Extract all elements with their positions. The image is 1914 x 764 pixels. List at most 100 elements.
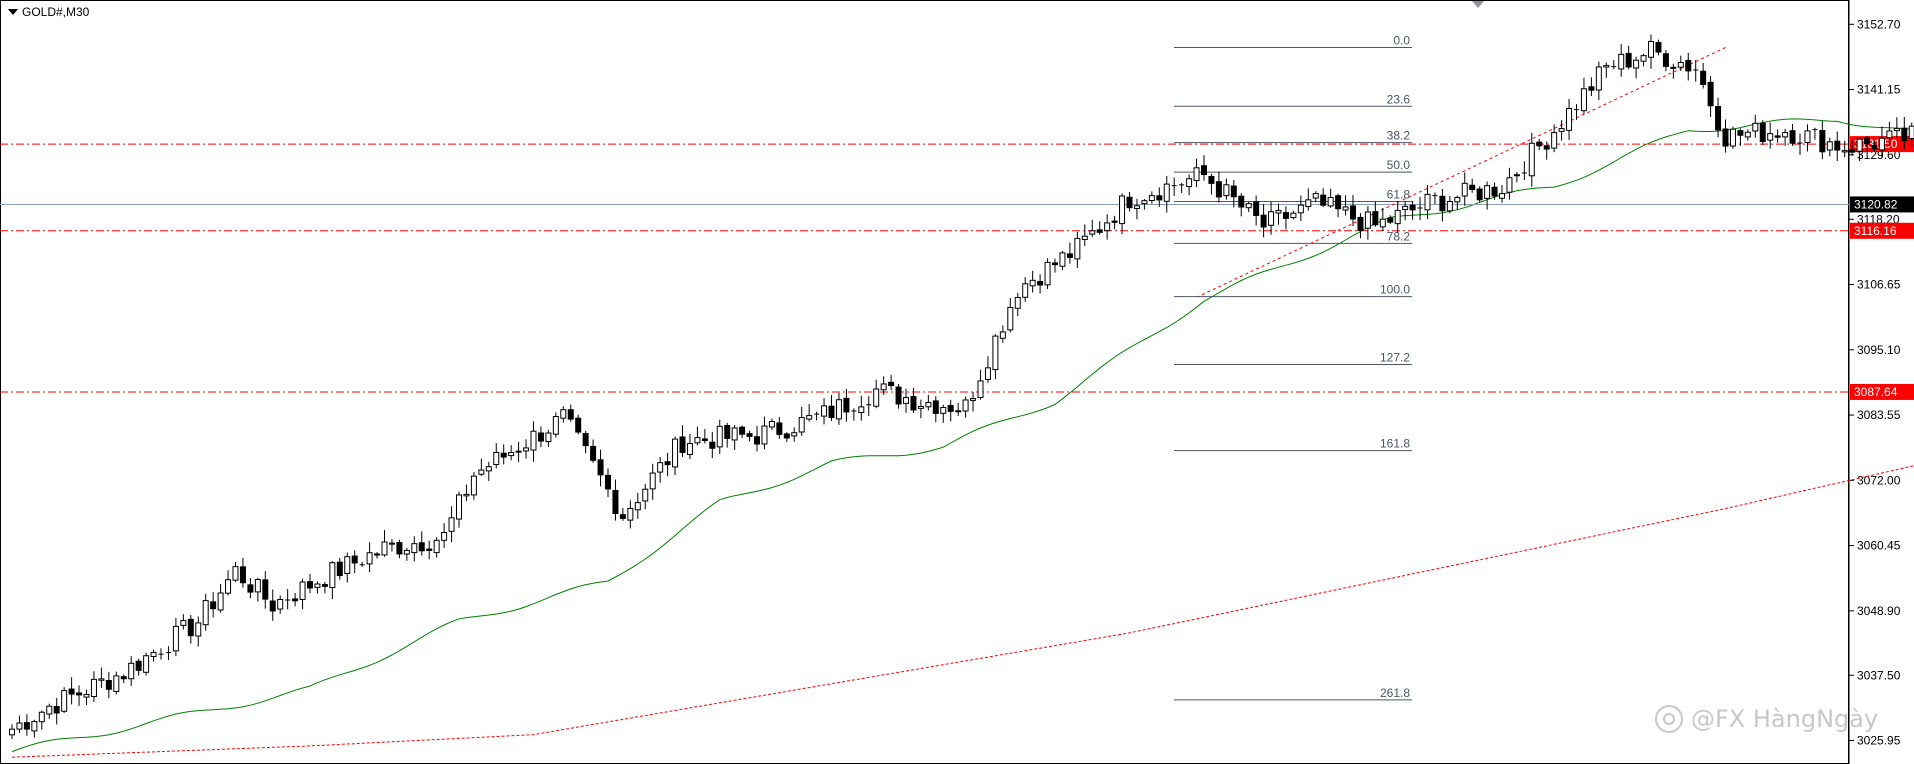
candle-up-body bbox=[31, 720, 38, 732]
fibonacci-level-label: 261.8 bbox=[1380, 686, 1410, 700]
candle-down-body bbox=[567, 409, 574, 420]
candle-down-body bbox=[910, 396, 917, 411]
candle-up-body bbox=[672, 438, 679, 468]
candle bbox=[1782, 128, 1789, 146]
watermark: @FX HàngNgày bbox=[1655, 705, 1878, 733]
candle-up-body bbox=[925, 401, 932, 408]
candle bbox=[396, 539, 403, 559]
candle bbox=[254, 577, 261, 602]
watermark-logo-icon bbox=[1655, 705, 1683, 733]
candle-down-body bbox=[500, 452, 507, 458]
candle bbox=[783, 432, 790, 442]
fibonacci-level-label: 100.0 bbox=[1380, 283, 1410, 297]
candle bbox=[225, 570, 232, 596]
candle-up-body bbox=[1551, 132, 1558, 149]
candle bbox=[299, 578, 306, 610]
candle-up-body bbox=[463, 493, 470, 497]
candle bbox=[1409, 200, 1416, 220]
candle bbox=[1275, 203, 1282, 225]
candle-up-body bbox=[1364, 211, 1371, 229]
dashed-moving-average-line bbox=[11, 465, 1914, 758]
candle-up-body bbox=[1499, 193, 1505, 199]
candle bbox=[992, 334, 999, 380]
symbol-label[interactable]: GOLD#,M30 bbox=[8, 5, 89, 19]
candle-down-body bbox=[575, 417, 582, 433]
candle-up-body bbox=[1297, 204, 1304, 214]
candle bbox=[917, 399, 924, 419]
candle-up-body bbox=[470, 475, 477, 496]
candle-down-body bbox=[1543, 145, 1550, 150]
candle-down-body bbox=[262, 579, 269, 600]
candle-up-body bbox=[456, 494, 462, 520]
y-tick-label: 3152.70 bbox=[1857, 17, 1901, 31]
candle bbox=[1029, 270, 1036, 293]
candle-up-body bbox=[411, 543, 418, 554]
candle bbox=[262, 571, 269, 609]
candle-up-body bbox=[1566, 107, 1573, 131]
candle-up-body bbox=[634, 502, 641, 511]
chevron-down-icon[interactable] bbox=[8, 9, 18, 15]
candle bbox=[1379, 207, 1386, 232]
candle bbox=[1350, 194, 1356, 227]
candle bbox=[1662, 50, 1669, 72]
candle bbox=[873, 379, 880, 409]
candle-up-body bbox=[1163, 183, 1170, 202]
candle-down-body bbox=[1469, 184, 1476, 190]
candle-down-body bbox=[754, 436, 760, 445]
price-level-label: 3087.64 bbox=[1854, 385, 1898, 399]
candle bbox=[277, 595, 284, 614]
candle bbox=[448, 506, 455, 543]
candle-down-body bbox=[1662, 53, 1669, 67]
candle bbox=[1104, 214, 1111, 240]
candle-down-body bbox=[1156, 195, 1163, 201]
candle-up-body bbox=[1044, 261, 1051, 286]
candle bbox=[642, 483, 649, 510]
candle-down-body bbox=[1208, 175, 1215, 184]
candle-down-body bbox=[1260, 214, 1267, 228]
price-level-box bbox=[1850, 222, 1914, 239]
candle-up-body bbox=[1119, 195, 1126, 225]
candle bbox=[776, 417, 783, 439]
candle bbox=[1737, 128, 1744, 146]
candle bbox=[1439, 189, 1446, 222]
candle-down-body bbox=[247, 584, 254, 593]
candle-down-body bbox=[1066, 253, 1073, 258]
candle-up-body bbox=[992, 335, 999, 371]
candle bbox=[285, 589, 291, 610]
candle-up-body bbox=[761, 425, 768, 445]
candle-down-body bbox=[239, 566, 246, 584]
candle bbox=[634, 492, 641, 519]
current-price-box bbox=[1850, 196, 1914, 213]
candle bbox=[1707, 75, 1714, 118]
candle bbox=[806, 404, 813, 422]
candle-up-body bbox=[1767, 133, 1774, 141]
candle-up-body bbox=[38, 711, 45, 723]
candle bbox=[98, 667, 105, 689]
candle bbox=[754, 425, 760, 452]
candle bbox=[1700, 62, 1707, 89]
candle bbox=[1633, 56, 1640, 79]
candle-up-body bbox=[403, 549, 410, 555]
candle bbox=[1171, 177, 1177, 197]
candle bbox=[701, 429, 708, 444]
symbol-text: GOLD#,M30 bbox=[22, 5, 90, 19]
candle-up-body bbox=[180, 620, 187, 626]
candle-down-body bbox=[1722, 128, 1729, 147]
candle-up-body bbox=[791, 432, 798, 437]
candle bbox=[1908, 122, 1914, 147]
candle bbox=[1648, 34, 1654, 69]
candle bbox=[903, 388, 909, 413]
candle-up-body bbox=[627, 507, 634, 521]
candle bbox=[90, 671, 97, 702]
candle-up-body bbox=[508, 452, 515, 457]
candle bbox=[1327, 188, 1334, 208]
candle-up-body bbox=[1424, 193, 1431, 211]
candle bbox=[970, 392, 977, 412]
candle-up-body bbox=[448, 517, 455, 532]
candle-down-body bbox=[679, 436, 686, 453]
candle bbox=[530, 421, 537, 462]
candle-down-body bbox=[1215, 181, 1222, 198]
candle-down-body bbox=[210, 601, 217, 610]
price-level-label: 3116.16 bbox=[1854, 224, 1897, 238]
